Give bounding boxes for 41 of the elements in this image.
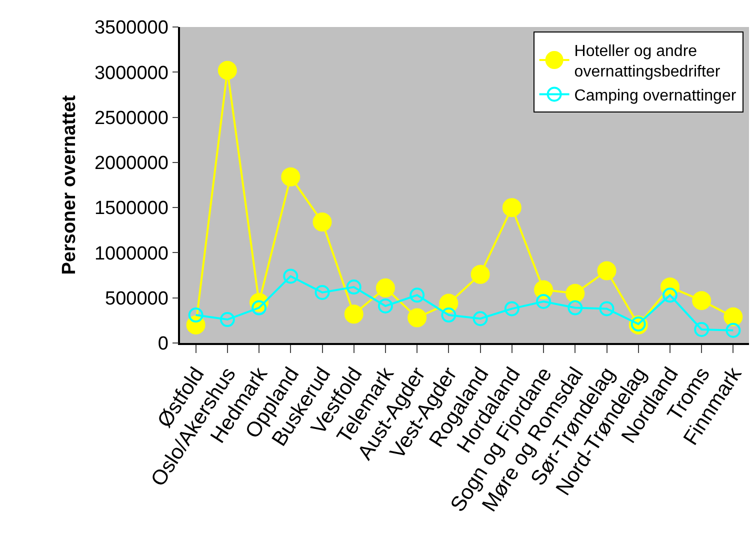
point xyxy=(281,167,300,186)
legend-label: Camping overnattinger xyxy=(574,87,737,104)
point xyxy=(378,298,393,314)
point xyxy=(536,294,552,309)
y-tick-label: 0 xyxy=(158,334,168,355)
y-tick-label: 2000000 xyxy=(94,153,168,174)
point xyxy=(344,304,364,324)
point xyxy=(599,301,614,316)
point xyxy=(410,288,425,303)
y-tick-label: 3000000 xyxy=(94,62,168,84)
point xyxy=(726,322,741,338)
point xyxy=(662,288,678,303)
point xyxy=(568,300,583,316)
point xyxy=(441,308,456,323)
point xyxy=(314,284,330,300)
y-tick-label: 1000000 xyxy=(94,243,168,264)
point xyxy=(376,278,395,298)
y-tick-label: 2500000 xyxy=(94,108,168,129)
point xyxy=(692,291,712,310)
point xyxy=(694,322,710,337)
point xyxy=(504,301,520,316)
point xyxy=(188,308,204,323)
point xyxy=(566,284,585,303)
point xyxy=(534,280,554,300)
point xyxy=(408,308,427,328)
y-tick-label: 500000 xyxy=(105,288,168,310)
point xyxy=(597,261,616,280)
y-tick-label: 3500000 xyxy=(94,18,168,39)
point xyxy=(283,268,298,284)
y-axis-title: Personer overnattet xyxy=(58,94,80,275)
point xyxy=(346,280,362,295)
point xyxy=(312,212,332,232)
point xyxy=(220,312,235,328)
point xyxy=(502,198,522,218)
point xyxy=(218,60,237,80)
point xyxy=(472,311,488,326)
y-tick-label: 1500000 xyxy=(94,198,168,220)
point xyxy=(439,294,458,313)
point xyxy=(724,307,743,326)
point xyxy=(470,264,490,284)
legend-label: Hoteller og andre overnattingsbedrifter xyxy=(574,42,721,81)
